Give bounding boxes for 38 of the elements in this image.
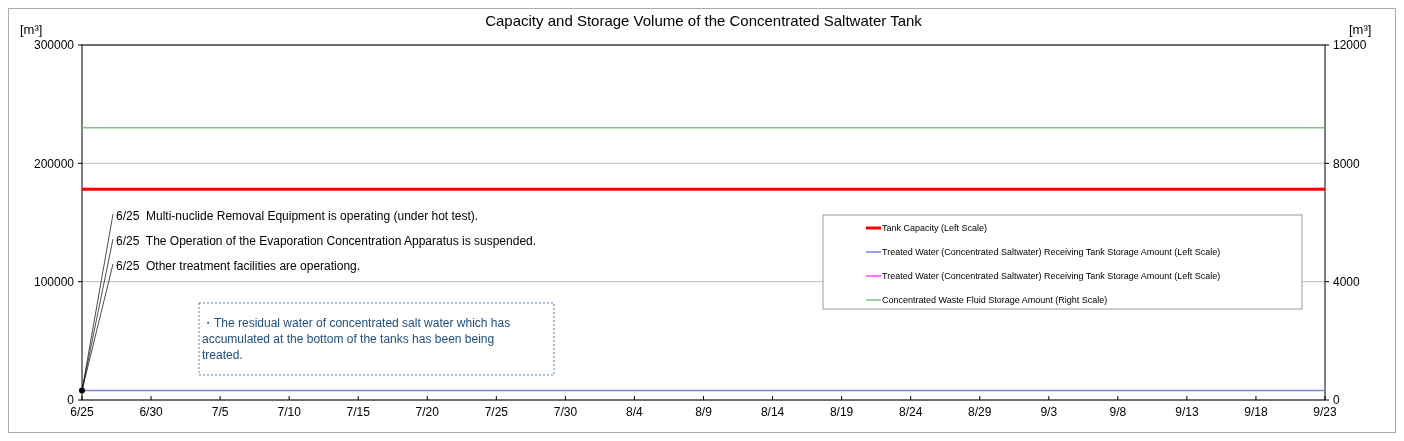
y2-tick-label: 4000 <box>1333 274 1361 289</box>
x-tick-label: 9/23 <box>1313 405 1337 419</box>
x-tick-label: 8/14 <box>760 405 785 419</box>
x-tick-label: 7/20 <box>415 405 440 419</box>
x-tick-label: 6/30 <box>139 405 164 419</box>
annotation: 6/25 Multi-nuclide Removal Equipment is operating (under hot test). <box>116 209 479 223</box>
x-tick-label: 7/25 <box>484 405 509 419</box>
y2-tick-label: 0 <box>1333 393 1340 408</box>
x-tick-label: 8/9 <box>695 405 713 419</box>
y2-tick-label: 12000 <box>1333 38 1367 53</box>
x-tick-label: 6/25 <box>70 405 94 419</box>
y-axis-title: [m³] <box>20 22 43 37</box>
x-tick-label: 7/10 <box>277 405 302 419</box>
x-tick-label: 8/19 <box>829 405 854 419</box>
x-tick-label: 8/29 <box>968 405 992 419</box>
y-tick-label: 100000 <box>33 274 75 289</box>
y2-tick-label: 8000 <box>1333 156 1361 171</box>
y-tick-label: 300000 <box>33 38 75 53</box>
x-tick-label: 9/3 <box>1040 405 1058 419</box>
annotation: ・The residual water of concentrated salt water which has accumulated at the bottom of the tanks has been being treated. <box>202 316 511 362</box>
annotation: 6/25 The Operation of the Evaporation Concentration Apparatus is suspended. <box>116 234 537 248</box>
y-tick-label: 200000 <box>33 156 75 171</box>
y-tick-label: 0 <box>67 393 75 408</box>
x-tick-label: 9/8 <box>1109 405 1127 419</box>
x-tick-label: 7/30 <box>553 405 578 419</box>
x-tick-label: 7/15 <box>346 405 371 419</box>
legend-label: Concentrated Waste Fluid Storage Amount (Right Scale) <box>882 295 1108 306</box>
legend-label: Treated Water (Concentrated Saltwater) Receiving Tank Storage Amount (Left Scale) <box>882 247 1221 258</box>
legend-label: Tank Capacity (Left Scale) <box>882 223 988 234</box>
x-tick-label: 9/13 <box>1175 405 1199 419</box>
chart-title: Capacity and Storage Volume of the Concentrated Saltwater Tank <box>485 12 923 29</box>
annotation: 6/25 Other treatment facilities are operationg. <box>116 259 361 273</box>
y2-axis-title: [m³] <box>1349 22 1372 37</box>
x-tick-label: 8/4 <box>626 405 644 419</box>
x-tick-label: 9/18 <box>1244 405 1268 419</box>
x-tick-label: 8/24 <box>898 405 923 419</box>
x-tick-label: 7/5 <box>211 405 229 419</box>
legend-label: Treated Water (Concentrated Saltwater) Receiving Tank Storage Amount (Left Scale) <box>882 271 1221 282</box>
